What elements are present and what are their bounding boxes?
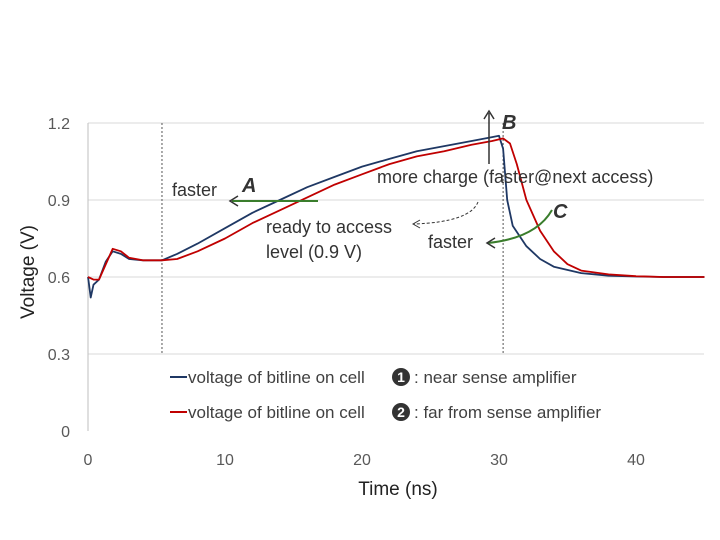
legend-badge-2 bbox=[392, 403, 410, 421]
gridlines bbox=[88, 122, 704, 355]
annotation-arrowhead-b bbox=[483, 109, 495, 120]
annotation-faster-left: faster bbox=[172, 180, 217, 200]
legend-label-2: voltage of bitline on cell bbox=[188, 403, 365, 422]
y-tick-label: 1.2 bbox=[48, 116, 70, 133]
x-tick-label: 20 bbox=[353, 452, 371, 469]
annotation-ready-line1: ready to access bbox=[266, 217, 392, 237]
legend-badge-text-1: 1 bbox=[397, 369, 405, 385]
x-tick-label: 30 bbox=[490, 452, 508, 469]
marker-lines bbox=[161, 123, 504, 354]
y-tick-label: 0.3 bbox=[48, 347, 70, 364]
x-tick-label: 40 bbox=[627, 452, 645, 469]
annotation-label-b: B bbox=[502, 112, 516, 134]
annotation-more-charge: more charge (faster@next access) bbox=[377, 167, 653, 187]
annotation-ready-leader bbox=[413, 201, 479, 225]
legend: voltage of bitline on cell 1 : near sens… bbox=[170, 368, 601, 422]
annotation-ready: ready to access level (0.9 V) bbox=[266, 201, 479, 262]
legend-badge-1 bbox=[392, 368, 410, 386]
x-axis-title: Time (ns) bbox=[358, 479, 438, 500]
legend-entry-2: voltage of bitline on cell 2 : far from … bbox=[170, 403, 601, 422]
x-tick-label: 0 bbox=[84, 452, 93, 469]
annotation-arrowhead-a bbox=[228, 195, 239, 207]
annotation-faster-right: faster bbox=[428, 232, 473, 252]
y-tick-label: 0.9 bbox=[48, 193, 70, 210]
annotation-label-a: A bbox=[241, 175, 256, 197]
annotation-arrow-c bbox=[487, 209, 553, 244]
annotation-label-c: C bbox=[553, 201, 568, 223]
legend-suffix-2: : far from sense amplifier bbox=[414, 403, 601, 422]
series-line-2 bbox=[87, 137, 705, 281]
annotation-a: faster A bbox=[172, 175, 318, 207]
series-lines bbox=[87, 134, 705, 299]
annotation-arrowhead-c bbox=[485, 237, 496, 249]
series-line-1 bbox=[87, 134, 705, 299]
annotation-ready-line2: level (0.9 V) bbox=[266, 242, 362, 262]
annotation-c: C faster bbox=[428, 201, 568, 252]
y-tick-label: 0 bbox=[61, 424, 70, 441]
y-axis-title: Voltage (V) bbox=[18, 225, 39, 319]
legend-badge-text-2: 2 bbox=[397, 404, 405, 420]
y-tick-labels: 0 0.3 0.6 0.9 1.2 bbox=[48, 116, 70, 441]
annotation-b: B more charge (faster@next access) bbox=[377, 109, 653, 187]
legend-entry-1: voltage of bitline on cell 1 : near sens… bbox=[170, 368, 577, 387]
legend-suffix-1: : near sense amplifier bbox=[414, 368, 577, 387]
annotation-ready-arrowhead bbox=[411, 219, 421, 229]
legend-label-1: voltage of bitline on cell bbox=[188, 368, 365, 387]
x-tick-labels: 0 10 20 30 40 bbox=[84, 452, 645, 469]
y-tick-label: 0.6 bbox=[48, 270, 70, 287]
x-tick-label: 10 bbox=[216, 452, 234, 469]
